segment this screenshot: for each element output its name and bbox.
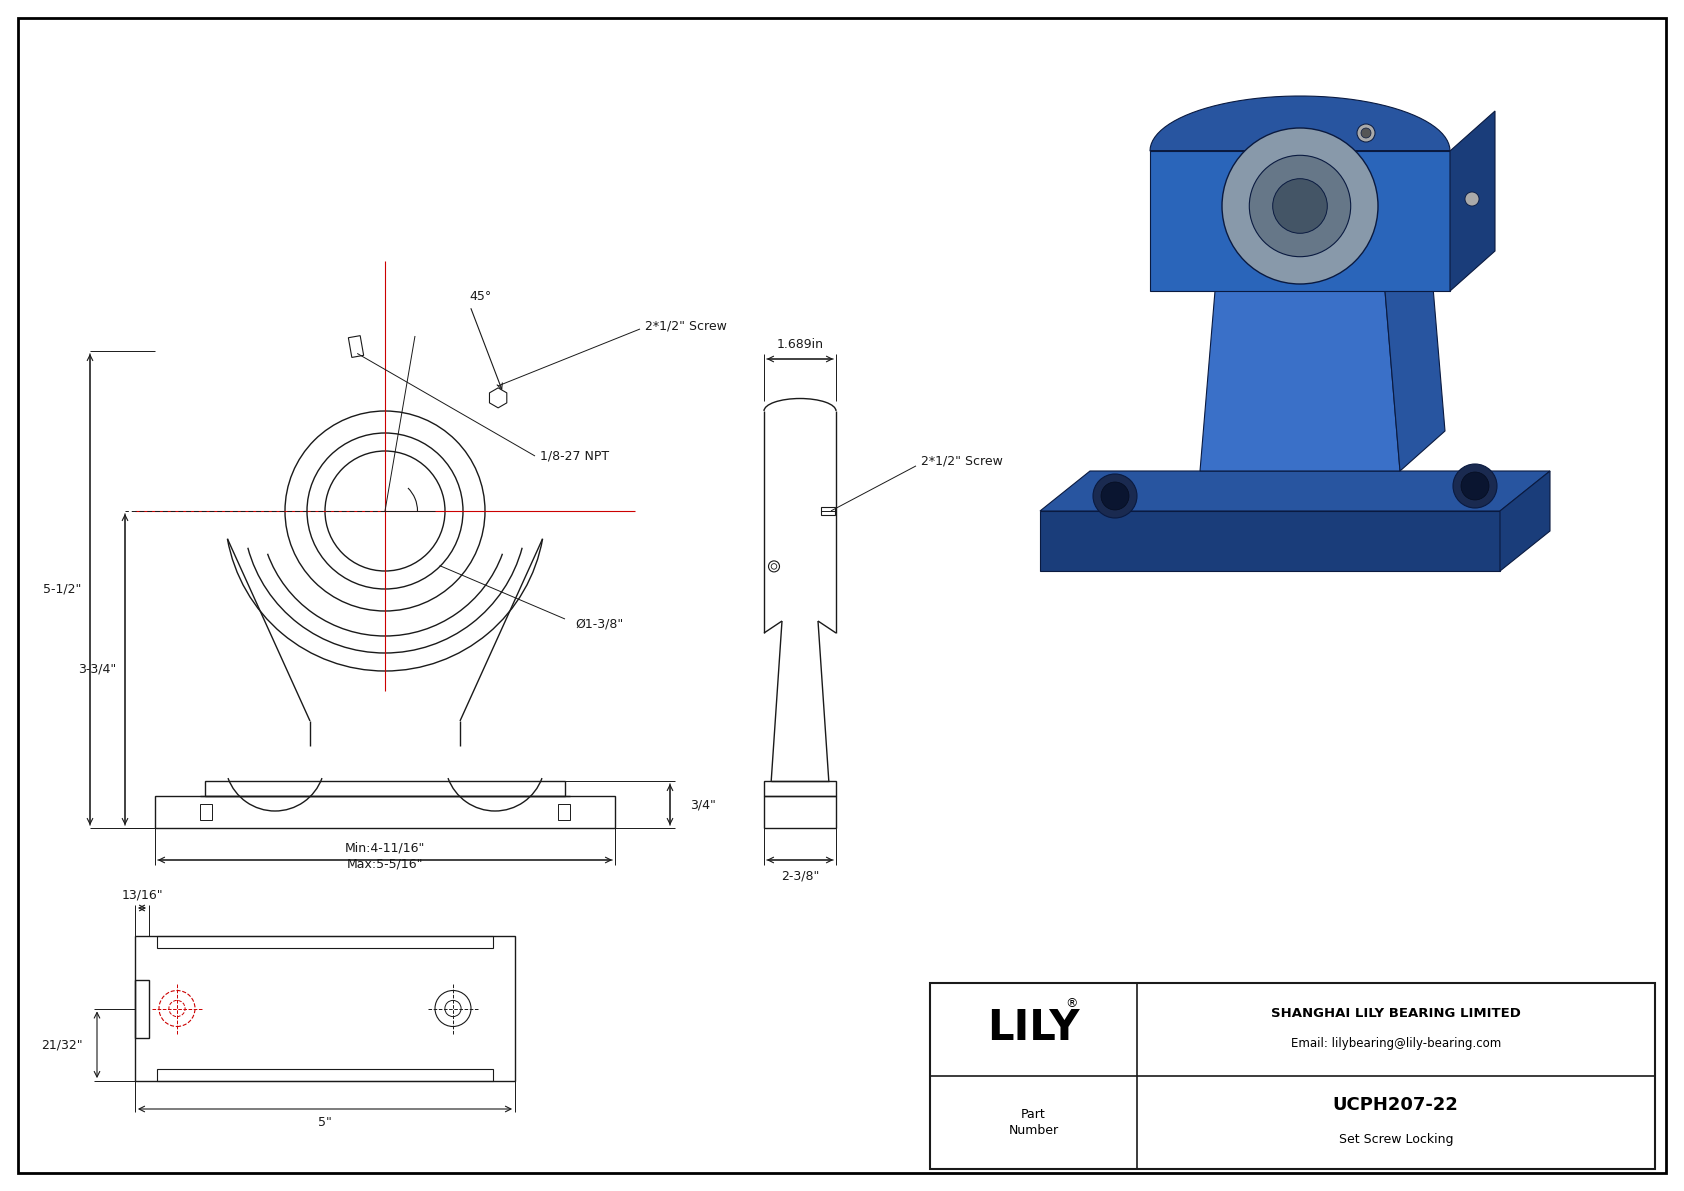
Bar xyxy=(135,979,148,1037)
Text: 1/8-27 NPT: 1/8-27 NPT xyxy=(541,449,610,462)
Bar xyxy=(822,507,835,515)
Bar xyxy=(157,936,493,948)
Text: 2-3/8": 2-3/8" xyxy=(781,869,818,883)
Polygon shape xyxy=(1150,151,1450,291)
Polygon shape xyxy=(1201,291,1399,470)
Circle shape xyxy=(1223,127,1378,283)
Text: 5": 5" xyxy=(318,1116,332,1129)
Text: 45°: 45° xyxy=(468,289,492,303)
Bar xyxy=(765,796,835,828)
Text: 13/16": 13/16" xyxy=(121,888,163,902)
Bar xyxy=(557,804,569,819)
Text: Part
Number: Part Number xyxy=(1009,1108,1058,1137)
Text: LILY: LILY xyxy=(987,1006,1079,1048)
Bar xyxy=(765,781,835,796)
Text: 1.689in: 1.689in xyxy=(776,338,823,351)
Polygon shape xyxy=(1041,511,1500,570)
Circle shape xyxy=(1250,155,1351,257)
Circle shape xyxy=(1453,464,1497,509)
Text: 5-1/2": 5-1/2" xyxy=(42,584,81,596)
Bar xyxy=(157,1070,493,1081)
Text: Ø1-3/8": Ø1-3/8" xyxy=(574,617,623,630)
Text: Max:5-5/16": Max:5-5/16" xyxy=(347,858,423,871)
Circle shape xyxy=(1465,192,1479,206)
Text: Set Screw Locking: Set Screw Locking xyxy=(1339,1133,1453,1146)
Circle shape xyxy=(1361,127,1371,138)
Text: 21/32": 21/32" xyxy=(42,1039,83,1052)
Polygon shape xyxy=(1384,251,1445,470)
Bar xyxy=(200,804,212,819)
Text: SHANGHAI LILY BEARING LIMITED: SHANGHAI LILY BEARING LIMITED xyxy=(1271,1008,1521,1019)
Bar xyxy=(349,336,364,357)
Text: UCPH207-22: UCPH207-22 xyxy=(1332,1097,1458,1115)
Circle shape xyxy=(1357,124,1376,142)
Circle shape xyxy=(1462,472,1489,500)
Circle shape xyxy=(1093,474,1137,518)
Bar xyxy=(930,983,1655,1170)
Text: 2*1/2" Screw: 2*1/2" Screw xyxy=(645,319,727,332)
Bar xyxy=(135,936,515,1081)
Polygon shape xyxy=(1500,470,1549,570)
Text: 3/4": 3/4" xyxy=(690,798,716,811)
Polygon shape xyxy=(1450,111,1495,291)
Polygon shape xyxy=(1150,96,1450,151)
Text: Min:4-11/16": Min:4-11/16" xyxy=(345,842,424,854)
Polygon shape xyxy=(490,388,507,407)
Bar xyxy=(205,781,566,796)
Text: Email: lilybearing@lily-bearing.com: Email: lilybearing@lily-bearing.com xyxy=(1290,1037,1500,1050)
Circle shape xyxy=(1101,482,1128,510)
Bar xyxy=(155,796,615,828)
Text: 3-3/4": 3-3/4" xyxy=(77,663,116,676)
Circle shape xyxy=(1273,179,1327,233)
Circle shape xyxy=(768,561,780,572)
Text: 2*1/2" Screw: 2*1/2" Screw xyxy=(921,455,1004,467)
Polygon shape xyxy=(1041,470,1549,511)
Text: ®: ® xyxy=(1064,997,1078,1010)
